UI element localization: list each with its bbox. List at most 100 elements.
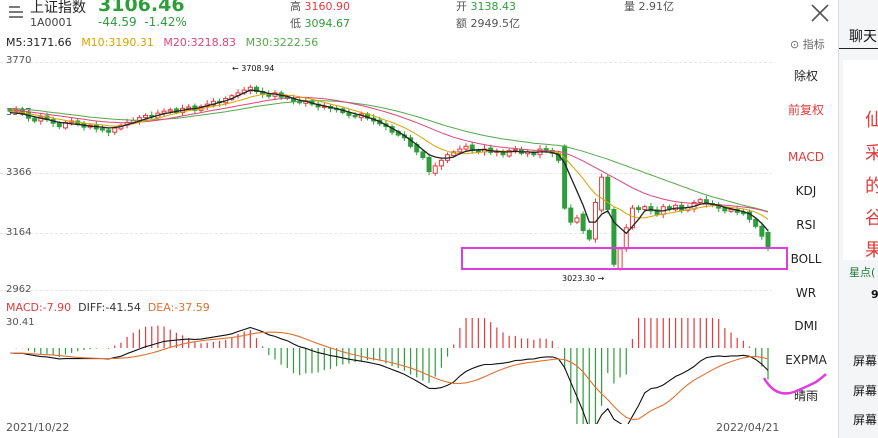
ma30-value: M30:3222.56 (245, 36, 319, 49)
m30-line (9, 100, 769, 212)
red-char-3: 的 (865, 176, 878, 197)
volume-stat: 量 2.91亿 (624, 0, 675, 13)
candle-body (642, 206, 648, 210)
low-stat: 低 3094.67 (290, 17, 351, 30)
change-percent: -1.42% (144, 15, 187, 29)
candle-body (648, 206, 654, 212)
candle-body (56, 122, 62, 128)
candle-body (654, 209, 660, 215)
candle-body (666, 206, 672, 210)
candle-body (186, 106, 192, 109)
red-char-1: 仙 (865, 110, 878, 131)
candle-body (574, 217, 580, 223)
red-char-4: 谷 (865, 208, 878, 229)
ma20-value: M20:3218.83 (163, 36, 237, 49)
candle-body (722, 207, 728, 212)
side-btn-rsi[interactable]: RSI (796, 218, 816, 232)
candle-body (247, 86, 253, 92)
close-button[interactable] (810, 3, 830, 23)
candle-body (106, 129, 112, 133)
ma5-value: M5:3171.66 (6, 36, 72, 49)
candle-body (636, 207, 642, 210)
current-price: 3106.46 (98, 0, 185, 16)
dea-value: DEA:-37.59 (147, 301, 210, 314)
y-tick-3164: 3164 (6, 227, 32, 238)
candle-body (605, 176, 611, 210)
screen-item-3[interactable]: 屏幕 (853, 413, 878, 427)
candle-body (426, 157, 432, 173)
indicator-icon: ⊙ (790, 38, 800, 51)
ma10-value: M10:3190.31 (81, 36, 154, 49)
candle-body (451, 151, 457, 157)
price-change: -44.59 -1.42% (98, 15, 187, 29)
candle-body (586, 230, 592, 240)
macd-top-value: 30.41 (6, 317, 35, 328)
star-point-label: 星点( (849, 266, 876, 279)
side-btn-exright[interactable]: 除权 (793, 69, 818, 83)
m5-line (9, 89, 769, 235)
low-annotation: 3023.30 → (562, 274, 605, 283)
side-btn-forward-adjust[interactable]: 前复权 (787, 103, 824, 117)
candle-body (611, 208, 617, 265)
x-axis-end: 2022/04/21 (716, 421, 780, 434)
index-code: 1A0001 (30, 16, 73, 29)
menu-icon[interactable] (8, 4, 24, 20)
candle-body (432, 165, 438, 174)
candle-body (457, 148, 463, 153)
candle-body (592, 201, 598, 240)
hamburger-icon (9, 6, 23, 18)
amount-value: 2949.5亿 (470, 17, 521, 30)
macd-value: MACD:-7.90 (6, 301, 72, 314)
candle-body (254, 86, 260, 92)
candle-body (438, 159, 444, 167)
highlight-rectangle (461, 247, 788, 270)
screen-item-1[interactable]: 屏幕 (853, 354, 878, 368)
candle-body (512, 149, 518, 152)
close-icon (811, 4, 829, 22)
panel-number: 9 (871, 288, 878, 301)
diff-value: DIFF:-41.54 (78, 301, 141, 314)
arrow-right-icon: → (597, 274, 605, 283)
indicator-button[interactable]: ⊙ 指标 (790, 38, 825, 51)
amount-stat: 额 2949.5亿 (456, 17, 521, 30)
candle-body (753, 218, 759, 227)
candle-body (543, 148, 549, 151)
candle-body (562, 145, 568, 209)
index-name: 上证指数 (30, 0, 86, 16)
candle-body (580, 213, 586, 232)
dea-line (9, 331, 769, 421)
side-btn-boll[interactable]: BOLL (790, 252, 822, 266)
y-tick-3770: 3770 (6, 55, 32, 66)
x-axis-start: 2021/10/22 (6, 421, 70, 434)
screen-item-2[interactable]: 屏幕 (853, 384, 878, 398)
open-value: 3138.43 (470, 0, 517, 13)
high-stat: 高 3160.90 (290, 0, 351, 13)
side-btn-wr[interactable]: WR (795, 286, 817, 300)
high-annotation: ← 3708.94 (232, 64, 275, 73)
macd-chart[interactable] (0, 318, 775, 424)
side-btn-dmi[interactable]: DMI (794, 319, 818, 333)
side-btn-expma[interactable]: EXPMA (785, 353, 827, 367)
candle-body (697, 199, 703, 203)
candle-body (475, 149, 481, 153)
high-value: 3160.90 (304, 0, 351, 13)
low-value: 3094.67 (304, 17, 351, 30)
diff-line (9, 326, 769, 424)
candle-body (568, 207, 574, 223)
open-stat: 开 3138.43 (456, 0, 517, 13)
candle-body (32, 117, 38, 122)
arrow-left-icon: ← (232, 64, 239, 73)
m10-line (9, 93, 769, 220)
candle-body (629, 207, 635, 229)
volume-value: 2.91亿 (638, 0, 675, 13)
candlestick-chart[interactable] (0, 55, 775, 295)
red-char-5: 果 (865, 240, 878, 261)
side-btn-macd[interactable]: MACD (788, 150, 824, 164)
chat-tab[interactable]: 聊天 (849, 29, 877, 45)
side-btn-kdj[interactable]: KDJ (795, 184, 817, 198)
red-char-2: 采 (865, 143, 878, 164)
side-btn-qingyu[interactable]: 晴雨 (793, 389, 818, 403)
m20-line (9, 96, 769, 213)
right-panel: 聊天 仙 采 的 谷 果 星点( 9 屏幕 屏幕 屏幕 (838, 0, 878, 438)
macd-legend: MACD:-7.90 DIFF:-41.54 DEA:-37.59 (6, 301, 210, 314)
